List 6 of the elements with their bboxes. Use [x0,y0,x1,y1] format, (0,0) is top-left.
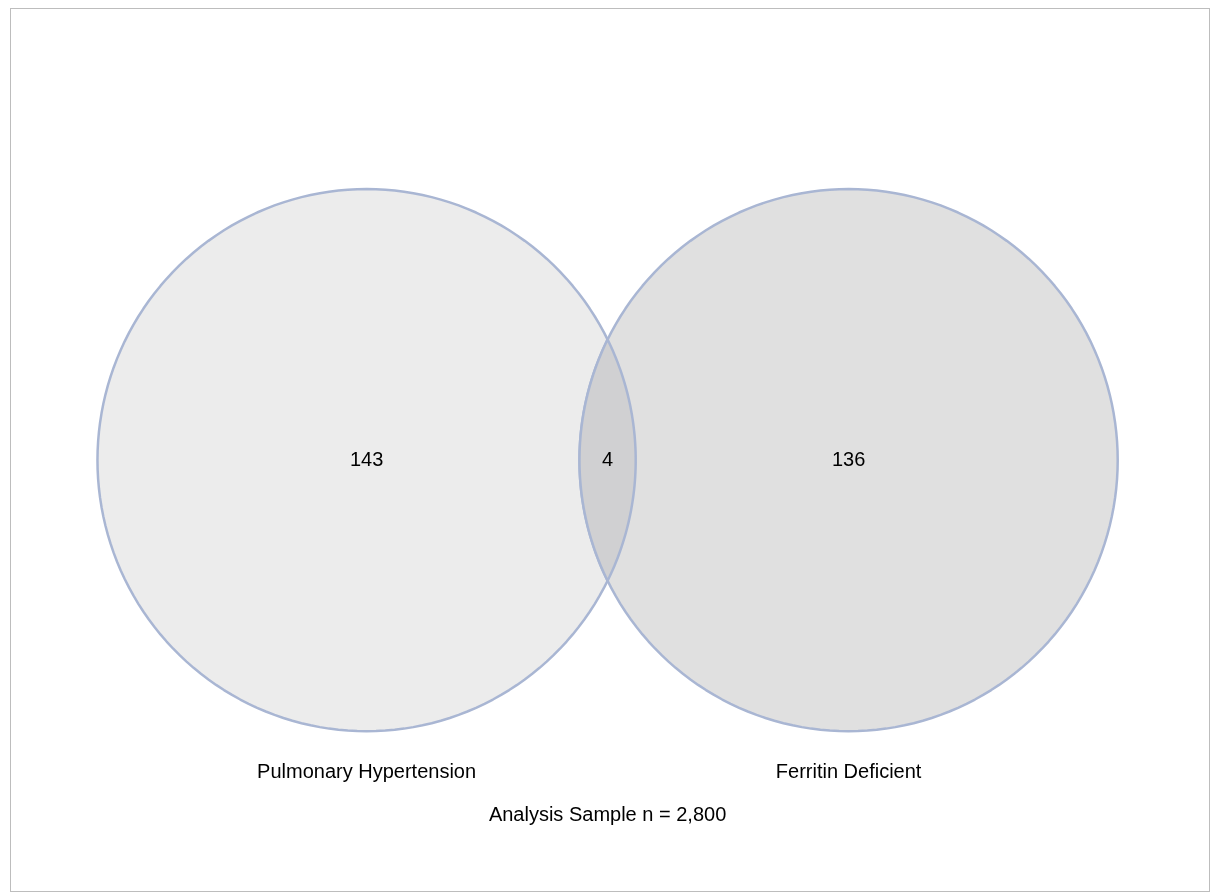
data-label: 136 [831,448,866,471]
category-label: Ferritin Deficient [775,759,922,782]
data-label: 4 [602,448,614,471]
category-label: Pulmonary Hypertension [257,759,477,782]
data-label: 143 [349,448,384,471]
text: Analysis Sample n = 2,800 [488,803,727,826]
